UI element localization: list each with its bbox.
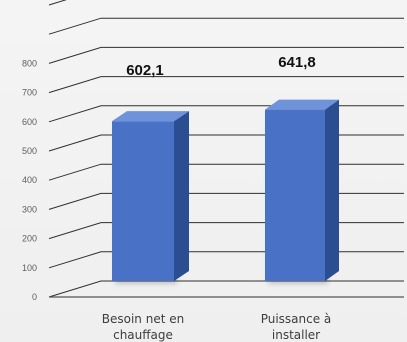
bar-front: [265, 109, 325, 282]
grid-line: [48, 222, 404, 240]
category-label: Besoin net en chauffage: [102, 312, 184, 342]
bar-top: [265, 99, 339, 110]
y-tick-label: 600: [22, 117, 37, 127]
grid-line: [48, 105, 404, 123]
value-labels: 602,1 641,8: [126, 54, 316, 79]
y-tick-label: 400: [22, 175, 37, 185]
grid-line: [48, 163, 404, 181]
grid-lines: [48, 0, 404, 298]
value-label: 602,1: [126, 62, 164, 79]
grid-line: [48, 76, 404, 94]
bar-side: [174, 111, 189, 281]
grid-line: [48, 46, 404, 64]
y-tick-label: 500: [22, 146, 37, 156]
y-axis-ticks: 0 100 200 300 400 500 600 700 800: [22, 58, 37, 302]
bar-front: [112, 121, 174, 281]
y-tick-label: 200: [22, 234, 37, 244]
bar-top: [112, 111, 189, 122]
category-label-line: chauffage: [113, 328, 173, 342]
y-tick-label: 700: [22, 88, 37, 98]
y-tick-label: 800: [22, 58, 37, 68]
y-tick-label: 0: [32, 292, 37, 302]
category-labels: Besoin net en chauffage Puissance à install…: [102, 312, 332, 342]
grid-line: [48, 192, 404, 210]
category-label: Puissance à installer: [261, 312, 332, 342]
y-tick-label: 300: [22, 204, 37, 214]
grid-line: [48, 17, 404, 35]
category-label-line: installer: [272, 328, 320, 342]
bars: [112, 99, 339, 282]
bar-side: [325, 99, 339, 282]
y-tick-label: 100: [22, 263, 37, 273]
category-label-line: Puissance à: [261, 312, 332, 326]
value-label: 641,8: [278, 54, 316, 71]
grid-line: [48, 0, 67, 6]
grid-line: [48, 134, 404, 152]
category-label-line: Besoin net en: [102, 312, 184, 326]
grid-line: [48, 251, 404, 269]
grid-line: [48, 280, 404, 298]
